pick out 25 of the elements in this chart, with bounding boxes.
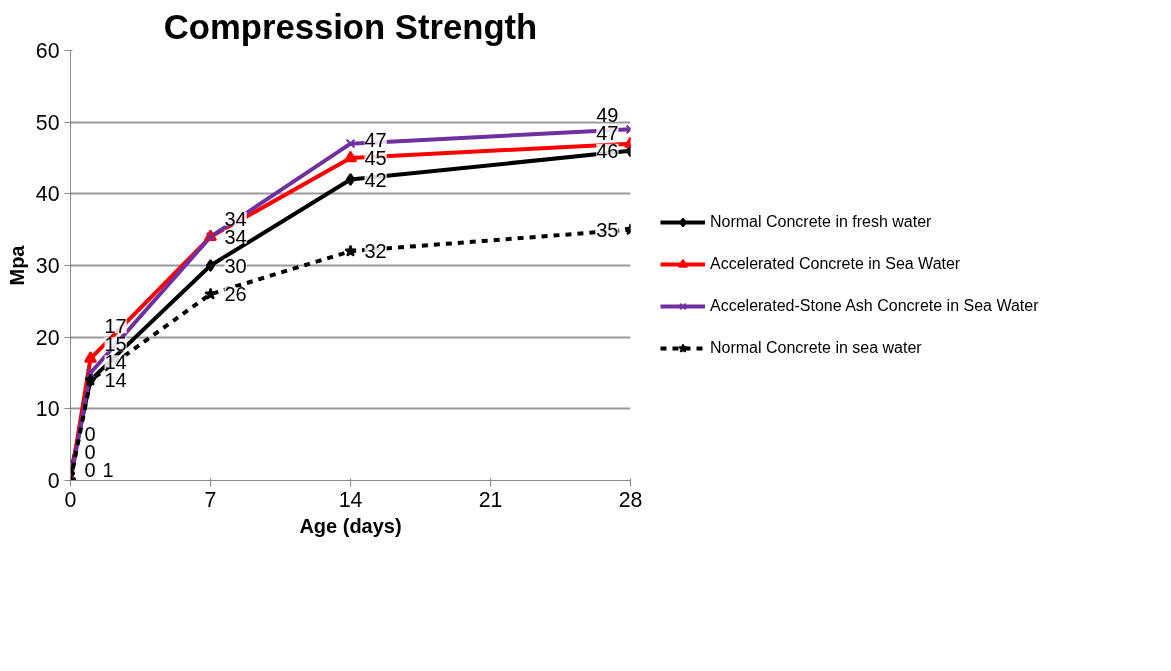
- data-label: 32: [364, 240, 387, 263]
- x-tick-label: 14: [338, 487, 363, 512]
- chart-title: Compression Strength: [163, 7, 538, 46]
- legend-label: Normal Concrete in fresh water: [710, 213, 932, 231]
- y-tick-label: 30: [35, 254, 60, 278]
- legend-label: Accelerated-Stone Ash Concrete in Sea Water: [710, 297, 1039, 315]
- data-label: 1: [102, 458, 114, 481]
- data-label: 26: [224, 283, 247, 306]
- y-tick-label: 10: [35, 397, 60, 422]
- x-axis-title: Age (days): [299, 514, 402, 537]
- y-tick-label: 0: [47, 469, 60, 493]
- data-label: 35: [596, 218, 619, 241]
- x-tick-label: 0: [64, 487, 77, 512]
- data-label: 30: [224, 254, 247, 277]
- x-tick-label: 21: [478, 487, 503, 512]
- legend-label: Accelerated Concrete in Sea Water: [710, 255, 961, 273]
- legend-label: Normal Concrete in sea water: [710, 339, 922, 357]
- y-tick-label: 20: [35, 325, 60, 350]
- y-tick-label: 50: [35, 110, 60, 135]
- y-tick-label: 60: [35, 39, 60, 63]
- y-axis-title: Mpa: [5, 244, 28, 286]
- y-tick-label: 40: [35, 182, 60, 207]
- data-label: 42: [364, 168, 387, 191]
- x-tick-label: 7: [204, 487, 217, 512]
- x-tick-label: 28: [618, 487, 643, 512]
